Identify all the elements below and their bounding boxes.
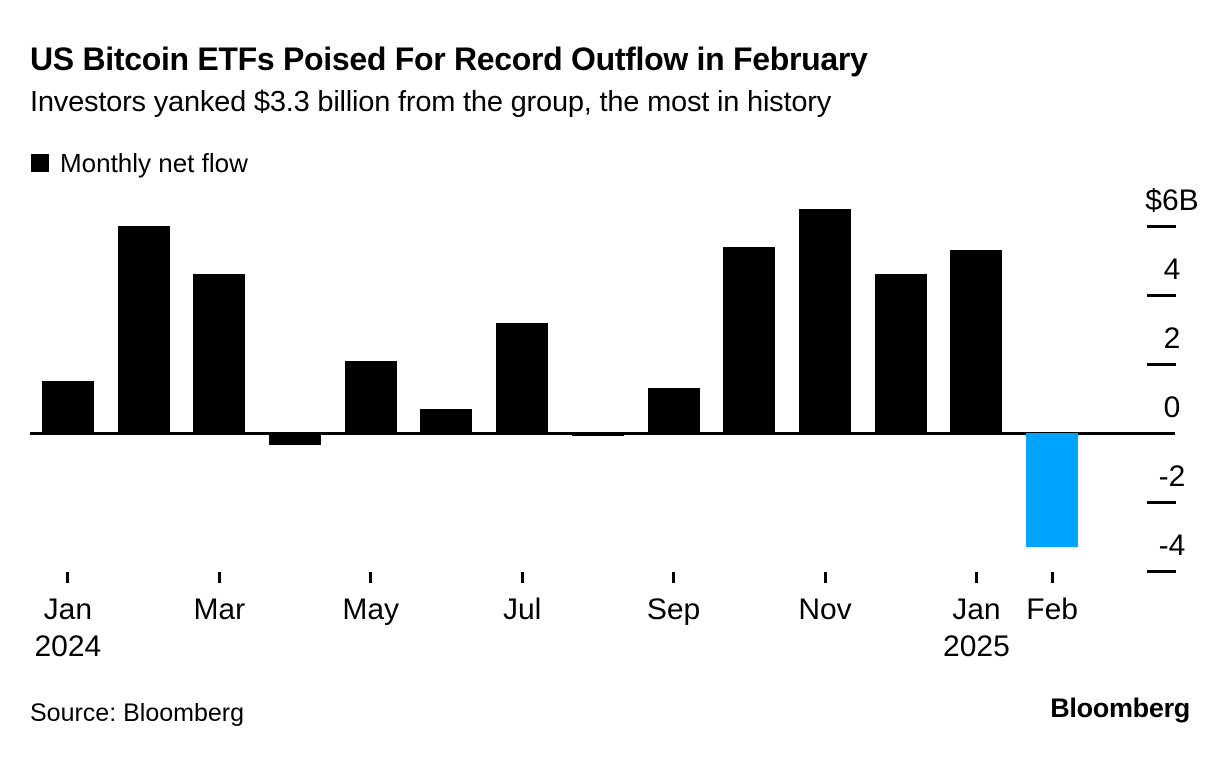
chart-subtitle: Investors yanked $3.3 billion from the g… — [30, 86, 832, 118]
bar-apr-2024 — [269, 433, 321, 446]
bar-mar-2024 — [193, 274, 246, 433]
x-axis-month-label: Jan — [43, 593, 93, 626]
y-axis-label: 2 — [1163, 322, 1181, 355]
bloomberg-logo: Bloomberg — [1050, 693, 1190, 723]
bar-feb-2024 — [117, 226, 170, 433]
legend: Monthly net flow — [31, 150, 248, 176]
bar-jun-2024 — [420, 408, 473, 433]
y-axis-tick — [1147, 569, 1176, 573]
x-axis-month-label: May — [342, 593, 400, 626]
bar-jan-2025 — [950, 250, 1003, 433]
chart-title: US Bitcoin ETFs Poised For Record Outflo… — [30, 41, 868, 77]
y-axis-tick — [1147, 293, 1176, 297]
x-axis-month-label: Feb — [1026, 593, 1078, 626]
x-axis-tick — [520, 572, 524, 583]
x-axis-tick — [672, 572, 676, 583]
x-axis-tick — [823, 572, 827, 583]
x-axis-tick — [369, 572, 373, 583]
x-axis-tick — [974, 572, 978, 583]
bar-aug-2024 — [571, 433, 624, 437]
y-axis-tick — [1147, 224, 1176, 228]
y-axis-label: 0 — [1163, 391, 1181, 424]
legend-label: Monthly net flow — [60, 148, 248, 178]
x-axis-year-label: 2025 — [943, 630, 1010, 663]
y-axis-label: 4 — [1163, 253, 1181, 286]
y-axis-label: -2 — [1158, 460, 1186, 493]
x-axis-tick — [217, 572, 221, 583]
bar-oct-2024 — [723, 246, 776, 433]
bar-dec-2024 — [874, 274, 927, 433]
x-axis-month-label: Mar — [193, 593, 246, 626]
x-axis-month-label: Jul — [502, 593, 542, 626]
bar-sep-2024 — [647, 388, 700, 433]
bar-chart: $6B 4 2 0 -2 -4 Jan 2024 Mar May Jul Sep Nov Jan 2025 F… — [30, 184, 1199, 663]
x-axis-tick — [66, 572, 70, 583]
y-axis-label: -4 — [1158, 529, 1186, 562]
x-axis-year-label: 2024 — [34, 630, 102, 663]
bar-feb-2025 — [1026, 433, 1079, 547]
bar-nov-2024 — [799, 208, 851, 433]
y-axis-tick — [1147, 500, 1176, 504]
source-text: Source: Bloomberg — [30, 699, 245, 727]
x-axis-month-label: Sep — [646, 593, 701, 626]
x-axis-month-label: Nov — [798, 593, 852, 626]
x-axis-tick — [1050, 572, 1054, 583]
bar-jan-2024 — [41, 381, 94, 433]
x-axis-month-label: Jan — [952, 593, 1001, 626]
bar-jul-2024 — [496, 322, 549, 433]
y-axis-tick — [1147, 362, 1176, 366]
y-axis-label: $6B — [1145, 184, 1199, 217]
legend-swatch-icon — [31, 154, 49, 172]
bar-may-2024 — [344, 360, 397, 433]
